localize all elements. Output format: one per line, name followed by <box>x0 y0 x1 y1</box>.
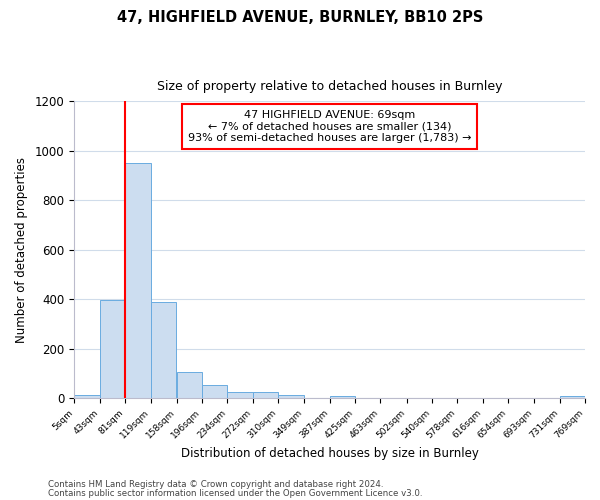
Text: Contains public sector information licensed under the Open Government Licence v3: Contains public sector information licen… <box>48 488 422 498</box>
Bar <box>74 394 100 398</box>
Bar <box>176 372 202 398</box>
Bar <box>330 396 355 398</box>
Text: Contains HM Land Registry data © Crown copyright and database right 2024.: Contains HM Land Registry data © Crown c… <box>48 480 383 489</box>
Y-axis label: Number of detached properties: Number of detached properties <box>15 156 28 342</box>
Bar <box>253 392 278 398</box>
Bar <box>125 163 151 398</box>
Text: 47, HIGHFIELD AVENUE, BURNLEY, BB10 2PS: 47, HIGHFIELD AVENUE, BURNLEY, BB10 2PS <box>117 10 483 25</box>
Bar <box>227 392 253 398</box>
Bar <box>151 302 176 398</box>
Bar <box>202 386 227 398</box>
Bar <box>278 395 304 398</box>
Text: 47 HIGHFIELD AVENUE: 69sqm
← 7% of detached houses are smaller (134)
93% of semi: 47 HIGHFIELD AVENUE: 69sqm ← 7% of detac… <box>188 110 472 143</box>
Bar <box>100 300 125 398</box>
X-axis label: Distribution of detached houses by size in Burnley: Distribution of detached houses by size … <box>181 447 479 460</box>
Bar <box>560 396 585 398</box>
Title: Size of property relative to detached houses in Burnley: Size of property relative to detached ho… <box>157 80 502 93</box>
